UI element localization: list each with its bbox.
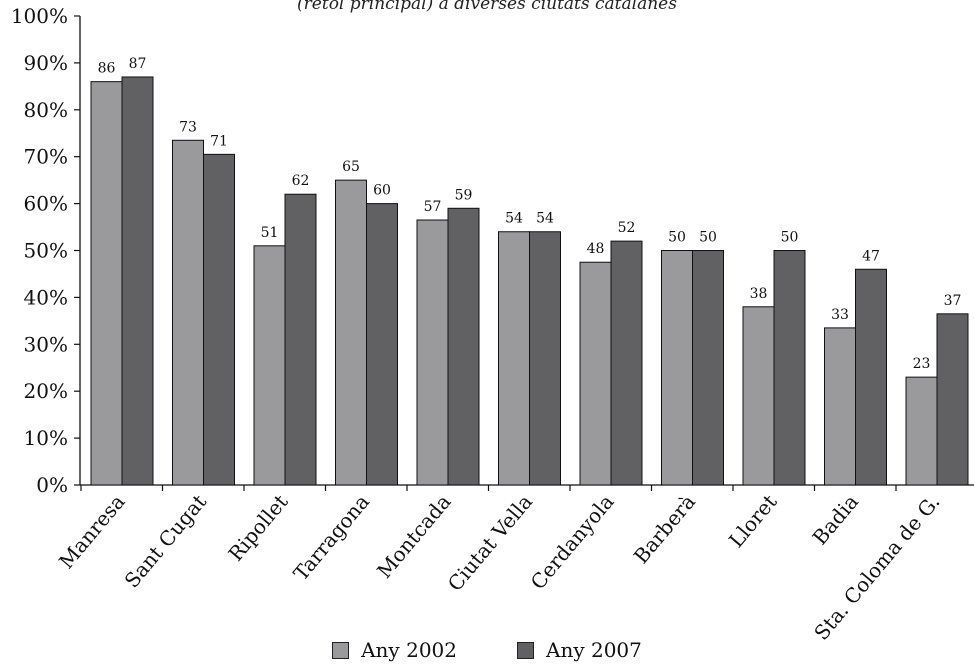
axes: 0% 10% 20% 30% 40% 50% 60% 70% 80% 90% 100%	[11, 4, 974, 497]
data-label: 52	[618, 220, 636, 236]
bar	[661, 250, 693, 486]
x-tick-label: Cerdanyola	[526, 490, 619, 594]
y-tick-label: 40%	[24, 285, 68, 309]
bar	[855, 268, 887, 486]
bar	[936, 313, 969, 486]
data-label: 50	[781, 230, 799, 246]
y-tick-label: 30%	[24, 332, 68, 356]
y-tick-label: 80%	[24, 98, 68, 122]
legend-swatch-2007	[517, 641, 534, 659]
data-label: 48	[587, 241, 605, 257]
data-label: 71	[210, 133, 228, 149]
chart-title: (retol principal) a diverses ciutats cat…	[297, 0, 677, 14]
bar	[366, 203, 398, 486]
legend-label-2002: Any 2002	[361, 638, 457, 662]
x-tick-label: Ciutat Vella	[443, 490, 537, 596]
y-tick-label: 20%	[24, 379, 68, 403]
data-label: 60	[373, 183, 391, 199]
bar	[203, 153, 235, 486]
bars	[90, 76, 969, 486]
data-label: 54	[536, 211, 554, 227]
data-label: 87	[129, 56, 147, 72]
y-tick-label: 50%	[24, 239, 68, 263]
legend-label-2007: Any 2007	[546, 638, 642, 662]
data-labels: 86 87 73 71 51 62 65 60 57 59 54 54 48 52 50 50 38 50 33 47…	[98, 56, 962, 372]
x-tick-label: Barberà	[629, 490, 700, 569]
legend-swatch-2002	[332, 641, 350, 659]
bar	[284, 193, 317, 486]
legend-item-2007: Any 2007	[517, 638, 642, 662]
bar	[824, 327, 856, 486]
data-label: 57	[424, 199, 442, 215]
legend: Any 2002 Any 2007	[0, 638, 974, 662]
data-label: 33	[831, 307, 849, 323]
data-label: 62	[292, 173, 310, 189]
bar	[335, 179, 367, 486]
y-tick-label: 0%	[36, 473, 68, 497]
bar	[416, 219, 449, 486]
data-label: 38	[750, 286, 768, 302]
bar	[610, 240, 643, 486]
bar	[498, 231, 530, 486]
x-tick-label: Montcada	[372, 490, 456, 583]
x-tick-label: Ripollet	[223, 490, 292, 566]
x-tick-label: Sant Cugat	[120, 490, 212, 593]
y-tick-label: 70%	[24, 145, 68, 169]
data-label: 50	[699, 230, 717, 246]
bar	[172, 139, 204, 486]
data-label: 86	[98, 61, 116, 77]
bar	[742, 306, 775, 486]
y-tick-label: 10%	[24, 426, 68, 450]
data-label: 59	[455, 187, 473, 203]
data-label: 51	[261, 225, 279, 241]
x-tick-label: Tarragona	[289, 490, 375, 585]
data-label: 47	[862, 248, 880, 264]
y-tick-label: 60%	[24, 192, 68, 216]
bar	[447, 207, 480, 486]
data-label: 54	[505, 211, 523, 227]
bar	[579, 261, 612, 486]
y-tick-label: 100%	[11, 4, 68, 28]
bar	[905, 376, 938, 486]
data-label: 65	[342, 159, 360, 175]
bar	[90, 81, 123, 486]
legend-item-2002: Any 2002	[332, 638, 457, 662]
data-label: 50	[668, 230, 686, 246]
bar	[773, 250, 806, 486]
bar	[692, 250, 724, 486]
y-tick-label: 90%	[24, 51, 68, 75]
x-tick-label: Manresa	[54, 490, 130, 574]
x-tick-label: Lloret	[724, 490, 782, 552]
data-label: 23	[913, 356, 931, 372]
bar	[121, 76, 154, 486]
bar	[529, 231, 561, 486]
x-tick-label: Badia	[808, 490, 864, 550]
data-label: 73	[179, 119, 197, 135]
bar	[253, 245, 286, 486]
data-label: 37	[944, 293, 962, 309]
